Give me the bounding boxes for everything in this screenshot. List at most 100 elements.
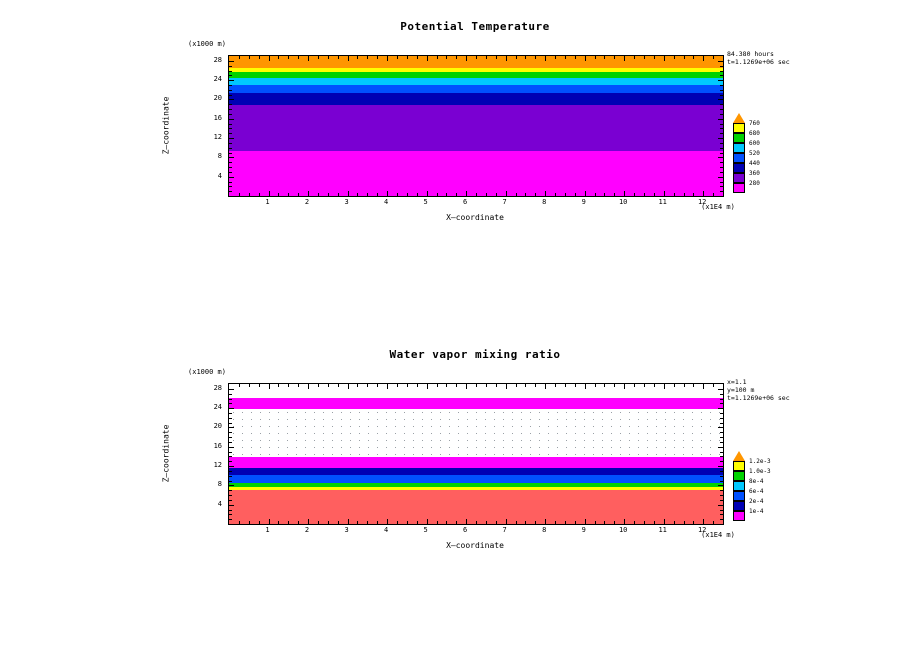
x-minor-tick <box>436 56 438 59</box>
colorbar-cell <box>733 153 745 163</box>
x-minor-tick <box>327 193 329 196</box>
x-tick-label: 3 <box>344 198 349 206</box>
chart-water-vapor-mixing-ratio: Water vapor mixing ratio (x1000 m) Z—coo… <box>0 328 904 628</box>
contour-band <box>229 384 723 398</box>
y-minor-tick <box>720 109 723 111</box>
x-minor-tick <box>248 56 250 59</box>
contour-band <box>229 409 723 458</box>
x-minor-tick <box>337 384 339 387</box>
x-minor-tick <box>416 521 418 524</box>
x-minor-tick <box>713 193 715 196</box>
colorbar-label: 1e-4 <box>749 508 764 515</box>
contour-band <box>229 84 723 94</box>
x-minor-tick <box>485 384 487 387</box>
contour-band <box>229 68 723 73</box>
x-minor-tick <box>555 193 556 196</box>
y-major-tick <box>229 446 234 448</box>
y-minor-tick <box>720 441 723 443</box>
x-minor-tick <box>238 521 240 524</box>
y-minor-tick <box>229 167 232 168</box>
x-minor-tick <box>406 56 408 59</box>
colorbar-cell <box>733 123 745 133</box>
contour-band <box>229 56 723 69</box>
y-minor-tick <box>720 514 723 516</box>
x-minor-tick <box>683 56 685 59</box>
plot-area <box>228 383 724 525</box>
x-minor-tick <box>416 193 418 196</box>
contour-band <box>229 457 723 468</box>
y-minor-tick <box>229 113 232 115</box>
y-minor-tick <box>229 432 232 434</box>
x-minor-tick <box>574 56 576 59</box>
x-tick-label: 12 <box>697 526 707 534</box>
annotation-line: y=100 m <box>727 386 755 394</box>
y-major-tick <box>718 485 723 487</box>
x-tick-label: 5 <box>423 526 428 534</box>
y-major-tick <box>718 388 723 390</box>
x-minor-tick <box>377 521 379 524</box>
x-minor-tick <box>693 193 695 196</box>
y-minor-tick <box>229 123 232 125</box>
x-minor-tick <box>476 193 477 196</box>
x-minor-tick <box>535 193 537 196</box>
chart-title: Water vapor mixing ratio <box>389 348 561 361</box>
x-minor-tick <box>357 56 359 59</box>
x-minor-tick <box>288 521 290 524</box>
y-minor-tick <box>229 191 232 193</box>
x-minor-tick <box>634 521 636 524</box>
x-major-tick <box>584 191 586 196</box>
x-minor-tick <box>564 56 566 59</box>
x-major-tick <box>347 519 349 524</box>
colorbar-label: 1.2e-3 <box>749 458 771 465</box>
x-major-tick <box>466 519 468 524</box>
x-minor-tick <box>495 56 497 59</box>
x-minor-tick <box>594 521 596 524</box>
x-minor-tick <box>653 384 655 387</box>
x-minor-tick <box>515 56 517 59</box>
x-minor-tick <box>446 193 448 196</box>
y-tick-label: 12 <box>213 133 222 142</box>
x-minor-tick <box>397 521 398 524</box>
y-minor-tick <box>229 85 232 86</box>
x-minor-tick <box>644 521 645 524</box>
y-major-tick <box>718 446 723 448</box>
x-minor-tick <box>406 193 408 196</box>
x-minor-tick <box>357 521 359 524</box>
x-minor-tick <box>278 384 280 387</box>
y-minor-tick <box>720 499 723 501</box>
contour-band <box>229 72 723 79</box>
x-axis-label: X—coordinate <box>446 213 504 222</box>
x-major-tick <box>426 191 428 196</box>
x-tick-label: 7 <box>502 526 507 534</box>
y-major-tick <box>718 176 723 178</box>
y-major-tick <box>229 157 234 159</box>
y-minor-tick <box>720 456 723 458</box>
x-minor-tick <box>298 56 300 59</box>
y-minor-tick <box>229 441 232 443</box>
y-minor-tick <box>720 162 723 164</box>
x-minor-tick <box>406 384 408 387</box>
y-major-tick <box>229 388 234 390</box>
y-major-tick <box>229 466 234 468</box>
x-axis-label: X—coordinate <box>446 541 504 550</box>
y-major-tick <box>229 176 234 178</box>
x-minor-tick <box>317 384 319 387</box>
x-tick-label: 10 <box>618 198 628 206</box>
y-minor-tick <box>720 75 723 77</box>
x-major-tick <box>466 384 468 389</box>
y-tick-label: 20 <box>213 422 222 431</box>
x-tick-label: 4 <box>383 198 389 206</box>
x-minor-tick <box>555 384 556 387</box>
x-minor-tick <box>406 521 408 524</box>
y-minor-tick <box>229 104 232 106</box>
y-minor-tick <box>720 451 723 453</box>
x-minor-tick <box>644 384 645 387</box>
colorbar-label: 760 <box>749 120 760 127</box>
colorbar-label: 6e-4 <box>749 488 764 495</box>
x-minor-tick <box>416 384 418 387</box>
y-axis-unit-label: (x1000 m) <box>188 368 226 376</box>
x-minor-tick <box>367 56 369 59</box>
x-tick-label: 7 <box>502 198 507 206</box>
x-minor-tick <box>713 56 715 59</box>
x-minor-tick <box>485 56 487 59</box>
